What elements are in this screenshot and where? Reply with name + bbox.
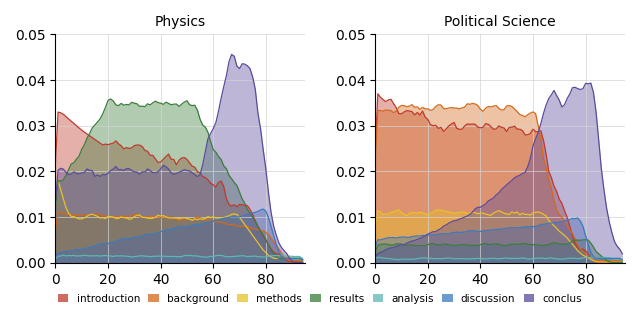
Title: Political Science: Political Science bbox=[444, 15, 556, 29]
Legend: introduction, background, methods, results, analysis, discussion, conclus: introduction, background, methods, resul… bbox=[54, 290, 586, 308]
Title: Physics: Physics bbox=[155, 15, 206, 29]
